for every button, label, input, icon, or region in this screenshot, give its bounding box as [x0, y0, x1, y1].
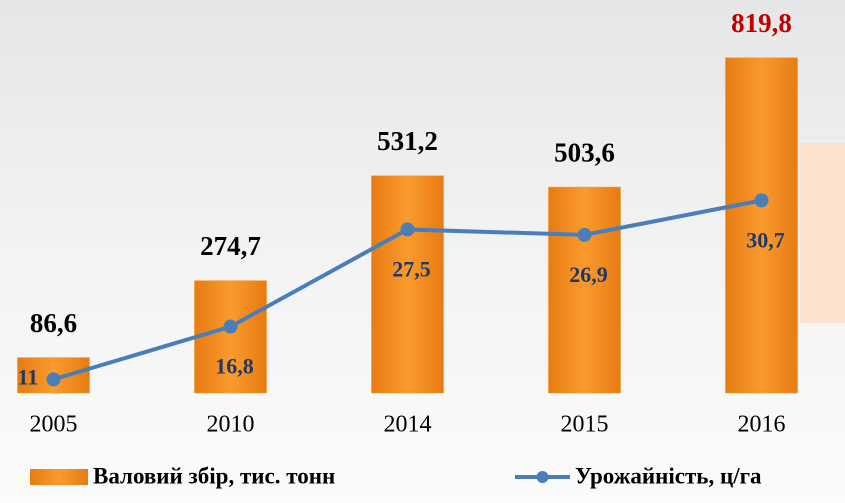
x-tick-label: 2010 [207, 412, 255, 438]
bar [548, 186, 621, 394]
legend-swatch [536, 471, 549, 483]
line-value-label: 30,7 [746, 227, 785, 252]
bar-value-label: 531,2 [377, 126, 438, 156]
line-point [46, 372, 61, 387]
line-value-label: 11 [18, 364, 39, 389]
bar [194, 280, 267, 394]
x-tick-label: 2016 [738, 412, 786, 438]
line-value-label: 27,5 [392, 256, 431, 281]
line-value-label: 26,9 [569, 262, 608, 287]
bar-value-label: 274,7 [200, 231, 261, 261]
line-point [223, 319, 238, 334]
decoration [800, 143, 845, 323]
line-point [577, 227, 592, 242]
bar [371, 175, 444, 394]
legend-label: Урожайність, ц/га [575, 463, 762, 488]
x-tick-label: 2014 [384, 412, 432, 438]
x-tick-label: 2015 [561, 412, 609, 438]
bar-value-label: 86,6 [30, 308, 77, 338]
legend-label: Валовий збір, тис. тонн [93, 463, 335, 488]
legend-swatch [30, 469, 88, 485]
bar-value-label: 503,6 [554, 137, 615, 167]
bar [725, 57, 798, 394]
line-value-label: 16,8 [215, 354, 254, 379]
line-point [400, 222, 415, 237]
line-point [754, 193, 769, 208]
x-tick-label: 2005 [30, 412, 78, 438]
bar-value-label: 819,8 [731, 8, 792, 38]
